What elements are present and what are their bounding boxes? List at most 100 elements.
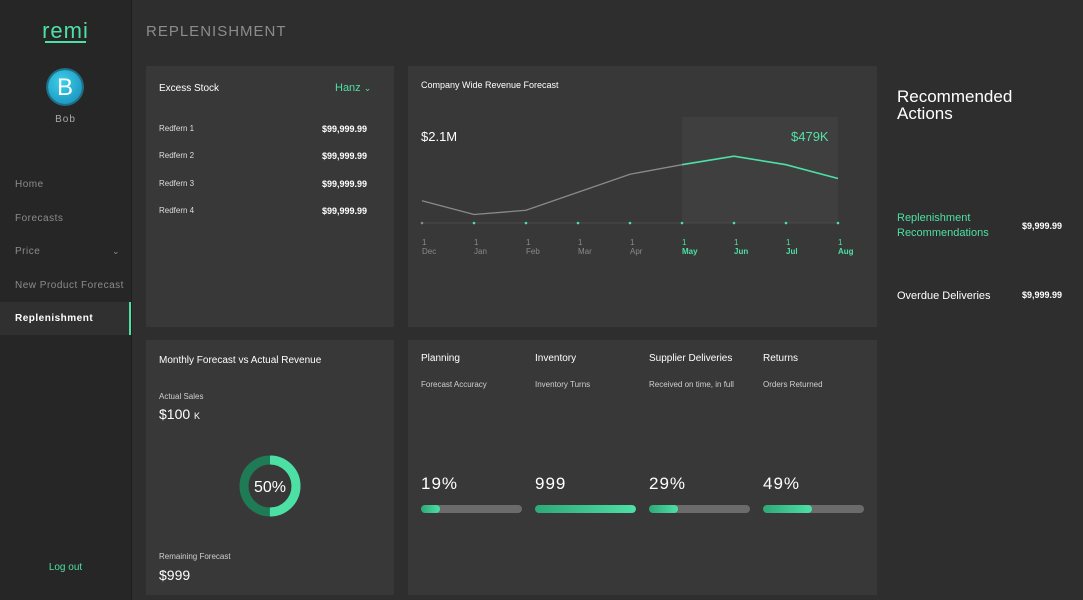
kpi-card: Planning Forecast Accuracy 19% Inventory Inv… — [408, 340, 877, 595]
nav-label: Replenishment — [15, 313, 94, 324]
filter-dropdown[interactable]: Hanz ⌄ — [335, 82, 372, 94]
recommended-list: Replenishment Recommendations $9,999.99 Ov… — [897, 0, 1083, 600]
nav-label: Price — [15, 246, 41, 257]
progress-fill — [649, 505, 679, 513]
kpi-title: Supplier Deliveries — [649, 353, 733, 364]
progress-track — [535, 505, 636, 513]
action-value: $9,999.99 — [1022, 221, 1063, 231]
kpi-title: Inventory — [535, 353, 577, 364]
x-tick-day: 1 — [682, 238, 687, 247]
x-tick-day: 1 — [734, 238, 739, 247]
nav-item[interactable]: Price ⌄ — [0, 235, 131, 268]
tick-dot — [680, 221, 684, 225]
revenue-forecast-card: Company Wide Revenue Forecast $2.1M $479… — [408, 66, 877, 327]
forecast-total: $479K — [791, 129, 829, 144]
x-tick-day: 1 — [786, 238, 791, 247]
tick-dot — [472, 221, 476, 225]
donut-arc — [239, 455, 301, 517]
kpi-value: 49% — [763, 474, 801, 493]
sidebar: remi B Bob Log out Home Forecasts Price ⌄ Ne… — [0, 0, 132, 600]
progress-fill — [763, 505, 813, 513]
x-tick-month: Jul — [786, 247, 798, 256]
filter-value: Hanz — [335, 82, 361, 94]
actual-total: $2.1M — [421, 129, 458, 144]
kpi-subtitle: Forecast Accuracy — [421, 380, 487, 389]
x-tick-month: Mar — [578, 247, 592, 256]
x-tick-day: 1 — [526, 238, 531, 247]
row-value: $99,999.99 — [321, 178, 367, 189]
tick-dot — [628, 221, 632, 225]
nav-item[interactable]: Replenishment — [0, 302, 131, 335]
x-tick-month: Apr — [630, 247, 643, 256]
brand-underline — [45, 41, 86, 43]
x-tick-month: Dec — [422, 247, 436, 256]
nav-label: Forecasts — [15, 212, 64, 224]
x-tick-month: May — [682, 247, 698, 256]
kpi-value: 29% — [649, 474, 687, 493]
action-label[interactable]: Replenishment Recommendations — [897, 212, 989, 239]
row-name: Redfern 2 — [159, 151, 195, 161]
tick-dot — [524, 221, 528, 225]
kpi-subtitle: Orders Returned — [763, 380, 823, 389]
x-tick-day: 1 — [474, 238, 479, 247]
donut: 50% — [239, 455, 301, 517]
card-title: Monthly Forecast vs Actual Revenue — [159, 355, 322, 366]
tick-dot — [420, 221, 424, 225]
nav-label: New Product Forecast — [15, 279, 124, 291]
series-line — [421, 164, 683, 216]
nav-chevron: ⌄ — [111, 246, 120, 256]
kpi-subtitle: Received on time, in full — [649, 380, 734, 389]
actual-unit: K — [194, 411, 201, 421]
actual-amount: $100 — [159, 406, 191, 422]
x-tick-day: 1 — [422, 238, 427, 247]
kpi-subtitle: Inventory Turns — [535, 380, 591, 389]
nav-item[interactable]: New Product Forecast — [0, 269, 131, 302]
tick-dot — [576, 221, 580, 225]
page-title: REPLENISHMENT — [146, 23, 287, 40]
row-name: Redfern 3 — [159, 178, 195, 188]
remaining-label: Remaining Forecast — [159, 552, 231, 561]
x-tick-day: 1 — [578, 238, 583, 247]
brand[interactable]: remi — [42, 18, 89, 43]
progress-track — [421, 505, 522, 513]
excess-stock-card: Excess Stock Hanz ⌄ Redfern 1 $99,999.99 R… — [146, 66, 394, 327]
nav-item[interactable]: Forecasts — [0, 202, 131, 235]
row-value: $99,999.99 — [321, 205, 367, 216]
logout[interactable]: Log out — [48, 562, 83, 573]
tick-dot — [836, 221, 840, 225]
action-label[interactable]: Overdue Deliveries — [897, 290, 991, 302]
x-tick-day: 1 — [838, 238, 843, 247]
avatar[interactable]: B — [48, 70, 82, 104]
recommended-title: Recommended Actions — [897, 87, 1013, 123]
x-tick-month: Feb — [526, 247, 540, 256]
monthly-card: Monthly Forecast vs Actual Revenue Actua… — [146, 340, 394, 595]
card-title: Excess Stock — [159, 83, 220, 94]
x-tick-month: Jun — [734, 247, 748, 256]
kpi-value: 19% — [421, 474, 459, 493]
progress-track — [649, 505, 750, 513]
kpi-value: 999 — [535, 474, 567, 493]
user-name: Bob — [55, 114, 76, 125]
action-value: $9,999.99 — [1022, 290, 1063, 300]
tick-dot — [732, 221, 736, 225]
donut-label: 50% — [254, 479, 286, 496]
row-value: $99,999.99 — [321, 151, 367, 162]
kpi-title: Planning — [421, 353, 460, 364]
series-line — [681, 155, 839, 180]
row-value: $99,999.99 — [321, 124, 367, 134]
tick-dot — [784, 221, 788, 225]
x-tick-day: 1 — [630, 238, 635, 247]
card-title: Company Wide Revenue Forecast — [421, 80, 559, 90]
progress-track — [763, 505, 864, 513]
row-name: Redfern 1 — [159, 124, 195, 133]
x-tick-month: Jan — [474, 247, 487, 256]
forecast-region — [682, 117, 838, 223]
progress-fill — [535, 505, 636, 513]
nav-item[interactable]: Home — [0, 168, 131, 201]
actual-value: $100 K — [159, 406, 200, 422]
kpi-title: Returns — [763, 353, 799, 364]
row-name: Redfern 4 — [159, 205, 195, 215]
actual-label: Actual Sales — [159, 392, 204, 401]
